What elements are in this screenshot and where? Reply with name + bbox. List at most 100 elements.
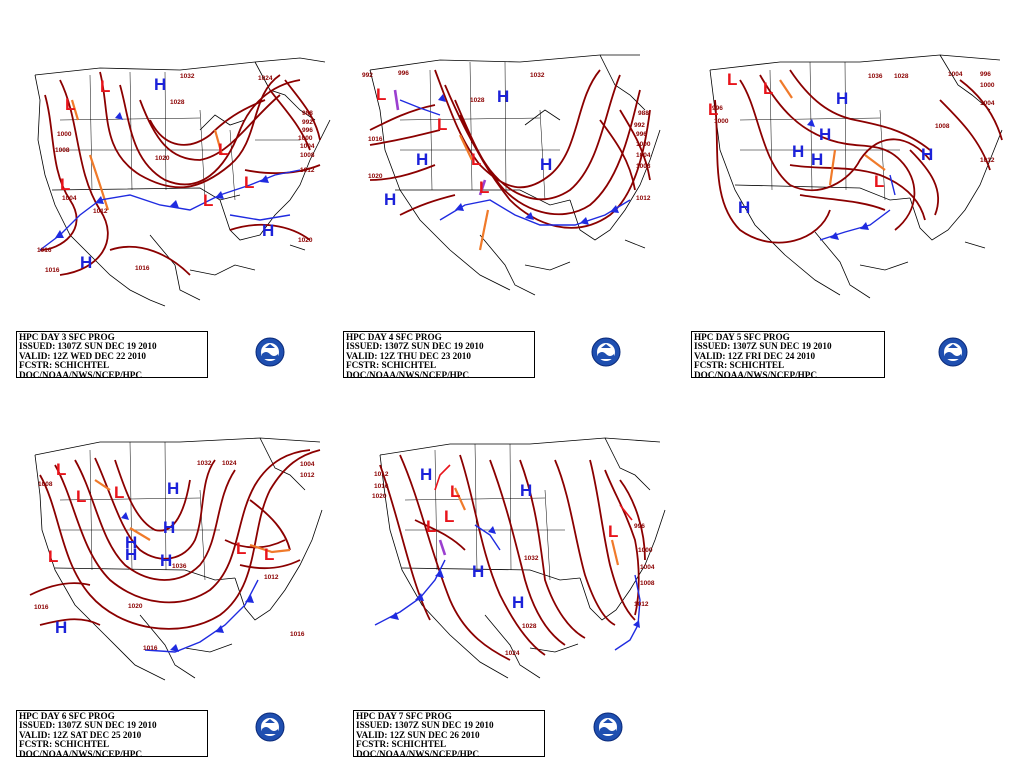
- isobar-value: 1016: [374, 483, 389, 490]
- low-pressure-label: L: [244, 173, 254, 192]
- high-pressure-label: H: [416, 150, 428, 169]
- high-pressure-label: H: [160, 551, 172, 570]
- surface-map-day7: H H H H L L L L 1012 1016 1020 1032 1028…: [372, 437, 666, 679]
- isobar-value: 988: [302, 110, 313, 117]
- agency: DOC/NOAA/NWS/NCEP/HPC: [346, 369, 470, 380]
- low-pressure-label: L: [763, 79, 773, 98]
- isobar-value: 1012: [634, 601, 649, 608]
- low-pressure-label: L: [264, 545, 274, 564]
- high-pressure-label: H: [163, 518, 175, 537]
- cold-front: [399, 99, 631, 226]
- occluded-front: [438, 539, 447, 556]
- forecast-info-box: HPC DAY 5 SFC PROG ISSUED: 1307Z SUN DEC…: [691, 331, 885, 379]
- noaa-logo-icon: [255, 712, 285, 742]
- isobar-value: 1020: [368, 173, 383, 180]
- low-pressure-label: L: [76, 487, 86, 506]
- noaa-logo-icon: [938, 337, 968, 367]
- isobar-value: 1004: [300, 461, 315, 468]
- isobar-value: 1028: [894, 73, 909, 80]
- isobar-value: 1004: [948, 71, 963, 78]
- low-pressure-label: L: [426, 517, 436, 536]
- low-pressure-label: L: [203, 191, 213, 210]
- isobar-value: 996: [634, 523, 645, 530]
- troughs: [459, 134, 490, 251]
- troughs: [453, 487, 620, 566]
- isobar-value: 1000: [980, 82, 995, 89]
- isobar-value: 1000: [638, 547, 653, 554]
- troughs: [70, 99, 224, 211]
- low-pressure-label: L: [236, 539, 246, 558]
- isobar-value: 1008: [935, 123, 950, 130]
- low-pressure-label: L: [444, 507, 454, 526]
- isobar-value: 1036: [172, 563, 187, 570]
- low-pressure-label: L: [56, 460, 66, 479]
- high-pressure-label: H: [819, 125, 831, 144]
- valid-time: VALID: 12Z SAT DEC 25 2010: [19, 729, 142, 740]
- front-barbs: [121, 512, 254, 652]
- forecast-info-box: HPC DAY 4 SFC PROG ISSUED: 1307Z SUN DEC…: [343, 331, 535, 380]
- coastline: [369, 54, 661, 296]
- forecaster: FCSTR: SCHICHTEL: [694, 360, 785, 371]
- isobar-value: 1008: [640, 580, 655, 587]
- high-pressure-label: H: [836, 89, 848, 108]
- low-pressure-label: L: [708, 100, 718, 119]
- high-pressure-label: H: [738, 198, 750, 217]
- low-pressure-label: L: [727, 70, 737, 89]
- warm-front: [434, 464, 633, 521]
- troughs: [94, 479, 291, 554]
- forecaster: FCSTR: SCHICHTEL: [346, 360, 437, 371]
- isobar-value: 1000: [714, 118, 729, 125]
- isobar-value: 1032: [524, 555, 539, 562]
- state-borders: [399, 61, 560, 201]
- isobars: [369, 69, 651, 229]
- isobars: [39, 71, 321, 276]
- low-pressure-label: L: [218, 140, 228, 159]
- cold-front: [39, 169, 301, 251]
- product-title: HPC DAY 4 SFC PROG: [346, 332, 442, 342]
- isobar-value: 1012: [636, 195, 651, 202]
- isobar-value: 1028: [470, 97, 485, 104]
- high-pressure-label: H: [80, 253, 92, 272]
- low-pressure-label: L: [437, 115, 447, 134]
- isobars: [379, 454, 646, 661]
- isobar-value: 1004: [62, 195, 77, 202]
- isobar-value: 988: [638, 110, 649, 117]
- agency: DOC/NOAA/NWS/NCEP/HPC: [19, 369, 143, 380]
- low-pressure-label: L: [874, 172, 884, 191]
- product-title: HPC DAY 3 SFC PROG: [19, 332, 115, 342]
- high-pressure-label: H: [384, 190, 396, 209]
- isobar-value: 1004: [640, 564, 655, 571]
- isobar-value: 1004: [636, 152, 651, 159]
- high-pressure-label: H: [540, 155, 552, 174]
- forecaster: FCSTR: SCHICHTEL: [19, 360, 110, 371]
- product-title: HPC DAY 5 SFC PROG: [694, 332, 790, 342]
- agency: DOC/NOAA/NWS/NCEP/HPC: [356, 748, 480, 759]
- high-pressure-label: H: [154, 75, 166, 94]
- low-pressure-label: L: [608, 522, 618, 541]
- isobar-value: 1008: [300, 152, 315, 159]
- surface-map-day4: H H H H L L L L 992 996 1032 1028 988 99…: [362, 54, 661, 296]
- troughs: [779, 79, 886, 186]
- high-pressure-label: H: [472, 562, 484, 581]
- cold-front: [374, 524, 641, 651]
- isobar-value: 1012: [374, 471, 389, 478]
- high-pressure-label: H: [811, 150, 823, 169]
- coastline: [34, 437, 323, 681]
- isobar-value: 992: [634, 122, 645, 129]
- agency: DOC/NOAA/NWS/NCEP/HPC: [19, 748, 143, 759]
- panel-day4: H H H H L L L L 992 996 1032 1028 988 99…: [340, 0, 680, 380]
- issued-time: ISSUED: 1307Z SUN DEC 19 2010: [346, 341, 484, 352]
- isobar-value: 1016: [143, 645, 158, 652]
- surface-map-day6: H H H H H H L L L L L L 1032 1024 1008 1…: [29, 437, 323, 681]
- isobar-value: 1008: [636, 163, 651, 170]
- isobar-value: 1016: [34, 604, 49, 611]
- low-pressure-label: L: [100, 77, 110, 96]
- product-title: HPC DAY 6 SFC PROG: [19, 711, 115, 721]
- noaa-logo-icon: [255, 337, 285, 367]
- isobar-value: 1008: [55, 147, 70, 154]
- high-pressure-label: H: [520, 481, 532, 500]
- isobar-value: 1032: [530, 72, 545, 79]
- isobar-value: 992: [302, 119, 313, 126]
- valid-time: VALID: 12Z SUN DEC 26 2010: [356, 729, 480, 740]
- isobar-value: 1032: [180, 73, 195, 80]
